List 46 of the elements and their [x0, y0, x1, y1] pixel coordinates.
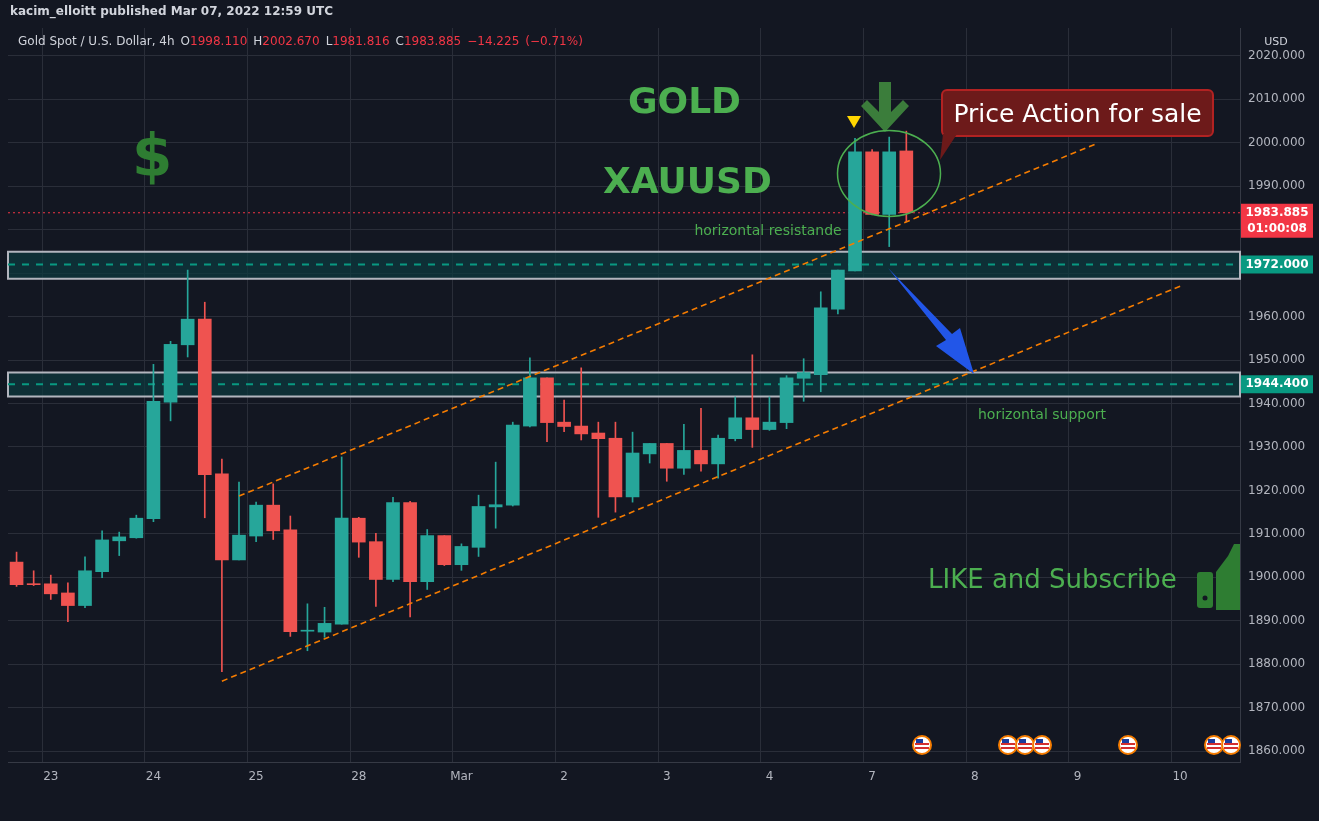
x-tick-label: 3: [662, 769, 671, 784]
x-tick-label: 10: [1172, 769, 1188, 784]
x-tick-label: 24: [145, 769, 162, 784]
annotation: $: [132, 122, 173, 190]
annotation: LIKE and Subscribe: [928, 564, 1177, 594]
y-tick-label: 1950.000: [1248, 352, 1306, 367]
candlestick: [574, 367, 589, 441]
y-tick-label: 1900.000: [1248, 569, 1306, 584]
y-tick-label: 1860.000: [1248, 743, 1306, 758]
x-tick-label: 4: [765, 769, 774, 784]
x-tick-label: Mar: [450, 769, 473, 784]
annotation: GOLD: [628, 80, 741, 121]
ref-line-label: 1983.885: [1245, 204, 1309, 219]
y-axis-title: USD: [1264, 34, 1288, 48]
y-tick-label: 2010.000: [1248, 91, 1306, 106]
x-tick-label: 7: [868, 769, 876, 784]
annotation: XAUUSD: [603, 160, 772, 201]
x-tick-label: 23: [43, 769, 59, 784]
x-tick-label: 28: [351, 769, 367, 784]
y-tick-label: 1930.000: [1248, 439, 1306, 454]
x-tick-label: 8: [970, 769, 979, 784]
text: 01:00:08: [1247, 220, 1307, 235]
band-label: horizontal support: [977, 406, 1107, 423]
x-tick-label: 2: [560, 769, 568, 784]
ref-line-label: 1944.400: [1245, 376, 1309, 391]
y-tick-label: 1890.000: [1248, 612, 1306, 627]
y-tick-label: 1880.000: [1248, 656, 1306, 671]
y-tick-label: 2000.000: [1248, 134, 1306, 149]
band-label: horizontal resistande: [694, 222, 842, 239]
x-tick-label: 9: [1073, 769, 1082, 784]
text: O1998.110 H2002.670 L1981.816 C1983.885 −14.225 (−0.71%): [180, 34, 583, 48]
y-tick-label: 1920.000: [1248, 482, 1306, 497]
candlestick: [557, 399, 571, 433]
x-tick-label: 25: [248, 769, 264, 784]
y-tick-label: 1910.000: [1248, 525, 1306, 540]
candlestick: [694, 407, 708, 472]
y-tick-label: 1960.000: [1248, 308, 1306, 323]
callout-box: Price Action for sale: [941, 89, 1214, 137]
y-tick-label: 2020.000: [1248, 47, 1306, 62]
candlestick: [112, 531, 127, 556]
text: Gold Spot / U.S. Dollar, 4h: [18, 34, 175, 48]
y-tick-label: 1990.000: [1248, 178, 1306, 193]
ref-line-label: 1972.000: [1245, 256, 1309, 271]
y-tick-label: 1940.000: [1248, 395, 1306, 410]
y-tick-label: 1870.000: [1248, 699, 1306, 714]
text: kacim_elloitt published Mar 07, 2022 12:59 UTC: [10, 4, 333, 18]
